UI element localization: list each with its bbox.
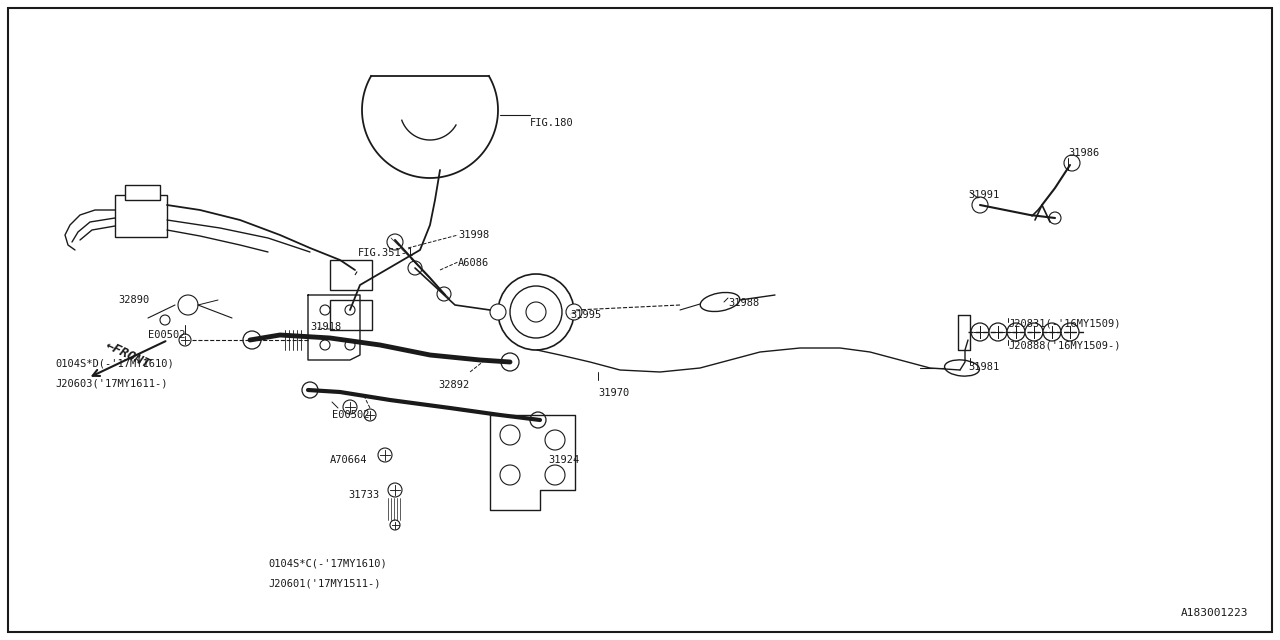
Circle shape — [320, 305, 330, 315]
Text: 31733: 31733 — [348, 490, 379, 500]
Circle shape — [388, 483, 402, 497]
Circle shape — [160, 315, 170, 325]
Text: 0104S*C(-'17MY1610): 0104S*C(-'17MY1610) — [268, 558, 387, 568]
Circle shape — [566, 304, 582, 320]
Text: 0104S*D(-'17MY1610): 0104S*D(-'17MY1610) — [55, 358, 174, 368]
Circle shape — [526, 302, 547, 322]
Circle shape — [545, 430, 564, 450]
Circle shape — [972, 323, 989, 341]
Text: 31970: 31970 — [598, 388, 630, 398]
Circle shape — [530, 412, 547, 428]
Circle shape — [972, 197, 988, 213]
Bar — [115, 195, 166, 237]
Circle shape — [1050, 212, 1061, 224]
Text: E00502: E00502 — [332, 410, 370, 420]
Circle shape — [436, 287, 451, 301]
Circle shape — [500, 353, 518, 371]
Circle shape — [509, 286, 562, 338]
Text: 31991: 31991 — [968, 190, 1000, 200]
Circle shape — [490, 304, 506, 320]
Circle shape — [243, 331, 261, 349]
Circle shape — [1007, 323, 1025, 341]
Text: J20603('17MY1611-): J20603('17MY1611-) — [55, 378, 168, 388]
Text: FIG.351-1: FIG.351-1 — [358, 248, 415, 258]
Text: 31924: 31924 — [548, 455, 580, 465]
Ellipse shape — [700, 292, 740, 312]
Text: 31988: 31988 — [728, 298, 759, 308]
Circle shape — [178, 295, 198, 315]
Text: 31986: 31986 — [1068, 148, 1100, 158]
Circle shape — [378, 448, 392, 462]
Text: 32892: 32892 — [438, 380, 470, 390]
Text: 31998: 31998 — [458, 230, 489, 240]
Text: 31995: 31995 — [570, 310, 602, 320]
Bar — [330, 300, 372, 330]
Circle shape — [346, 305, 355, 315]
Circle shape — [408, 261, 422, 275]
Circle shape — [179, 334, 191, 346]
Text: J20888('16MY1509-): J20888('16MY1509-) — [1009, 340, 1120, 350]
Circle shape — [302, 382, 317, 398]
Circle shape — [1061, 323, 1079, 341]
Circle shape — [1064, 155, 1080, 171]
Circle shape — [1043, 323, 1061, 341]
Circle shape — [989, 323, 1007, 341]
Circle shape — [343, 400, 357, 414]
Text: A6086: A6086 — [458, 258, 489, 268]
Circle shape — [387, 234, 403, 250]
Circle shape — [545, 465, 564, 485]
Text: E00502: E00502 — [148, 330, 186, 340]
Text: 31981: 31981 — [968, 362, 1000, 372]
Circle shape — [1025, 323, 1043, 341]
Text: A183001223: A183001223 — [1180, 608, 1248, 618]
Circle shape — [320, 340, 330, 350]
Text: J20831(-'16MY1509): J20831(-'16MY1509) — [1009, 318, 1120, 328]
Text: ←FRONT: ←FRONT — [104, 339, 152, 371]
Text: A70664: A70664 — [330, 455, 367, 465]
Circle shape — [346, 340, 355, 350]
Circle shape — [500, 465, 520, 485]
Circle shape — [500, 425, 520, 445]
Text: 32890: 32890 — [118, 295, 150, 305]
Bar — [330, 260, 372, 290]
Bar — [125, 185, 160, 200]
Ellipse shape — [945, 360, 979, 376]
Text: 31918: 31918 — [310, 322, 342, 332]
Text: J20601('17MY1511-): J20601('17MY1511-) — [268, 578, 380, 588]
Circle shape — [364, 409, 376, 421]
Text: FIG.180: FIG.180 — [530, 118, 573, 128]
Circle shape — [498, 274, 573, 350]
Circle shape — [390, 520, 399, 530]
